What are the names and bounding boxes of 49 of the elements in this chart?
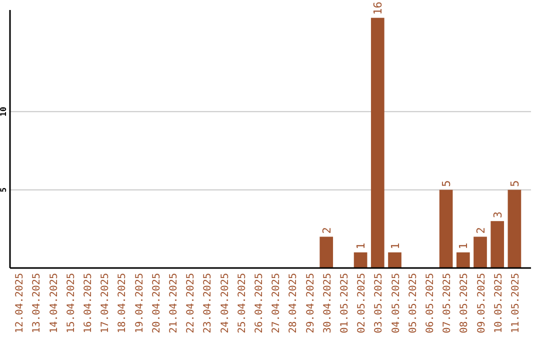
bar [439, 190, 453, 268]
x-tick-label: 18.04.2025 [117, 273, 128, 334]
x-tick-label: 13.04.2025 [32, 273, 43, 334]
x-tick-label: 06.05.2025 [424, 273, 436, 334]
x-tick-label: 27.04.2025 [271, 273, 282, 334]
data-label: 2 [320, 227, 334, 234]
x-tick-label: 17.04.2025 [100, 273, 112, 334]
x-tick-label: 26.04.2025 [254, 273, 265, 334]
data-label: 16 [372, 2, 385, 15]
y-tick-label: 10 [0, 106, 8, 116]
x-tick-label: 05.05.2025 [408, 273, 419, 334]
bar [508, 190, 522, 268]
x-tick-label: 04.05.2025 [390, 273, 402, 334]
x-tick-label: 19.04.2025 [134, 273, 146, 334]
x-tick-label: 28.04.2025 [288, 273, 300, 334]
x-tick-label: 14.04.2025 [48, 273, 60, 334]
bar [474, 236, 487, 268]
x-tick-label: 08.05.2025 [459, 273, 470, 334]
x-tick-label: 11.05.2025 [510, 273, 522, 334]
x-tick-label: 25.04.2025 [236, 273, 248, 334]
x-tick-label: 02.05.2025 [356, 273, 368, 334]
x-tick-label: 24.04.2025 [220, 273, 231, 334]
x-tick-label: 10.05.2025 [493, 273, 504, 334]
bar [354, 252, 368, 268]
data-label: 3 [491, 211, 504, 218]
bar [456, 252, 470, 268]
x-tick-label: 22.04.2025 [186, 273, 197, 334]
x-tick-label: 29.04.2025 [305, 273, 316, 334]
x-tick-label: 20.04.2025 [151, 273, 162, 334]
data-label: 5 [440, 180, 454, 187]
data-label: 1 [388, 242, 402, 250]
x-tick-label: 30.04.2025 [322, 273, 334, 334]
bar [320, 236, 334, 268]
data-label: 1 [354, 242, 368, 250]
bar [388, 252, 402, 268]
x-tick-label: 15.04.2025 [66, 273, 77, 334]
bar [370, 18, 384, 268]
x-tick-label: 23.04.2025 [202, 273, 214, 334]
x-tick-label: 03.05.2025 [374, 273, 385, 334]
bar [490, 221, 504, 268]
x-tick-label: 21.04.2025 [168, 273, 180, 334]
data-label: 2 [474, 227, 488, 234]
x-tick-label: 01.05.2025 [339, 273, 350, 334]
x-tick-label: 16.04.2025 [82, 273, 94, 334]
x-tick-label: 12.04.2025 [14, 273, 26, 334]
x-tick-label: 09.05.2025 [476, 273, 488, 334]
x-tick-label: 07.05.2025 [442, 273, 454, 334]
data-label: 1 [457, 242, 470, 250]
data-label: 5 [508, 180, 522, 187]
